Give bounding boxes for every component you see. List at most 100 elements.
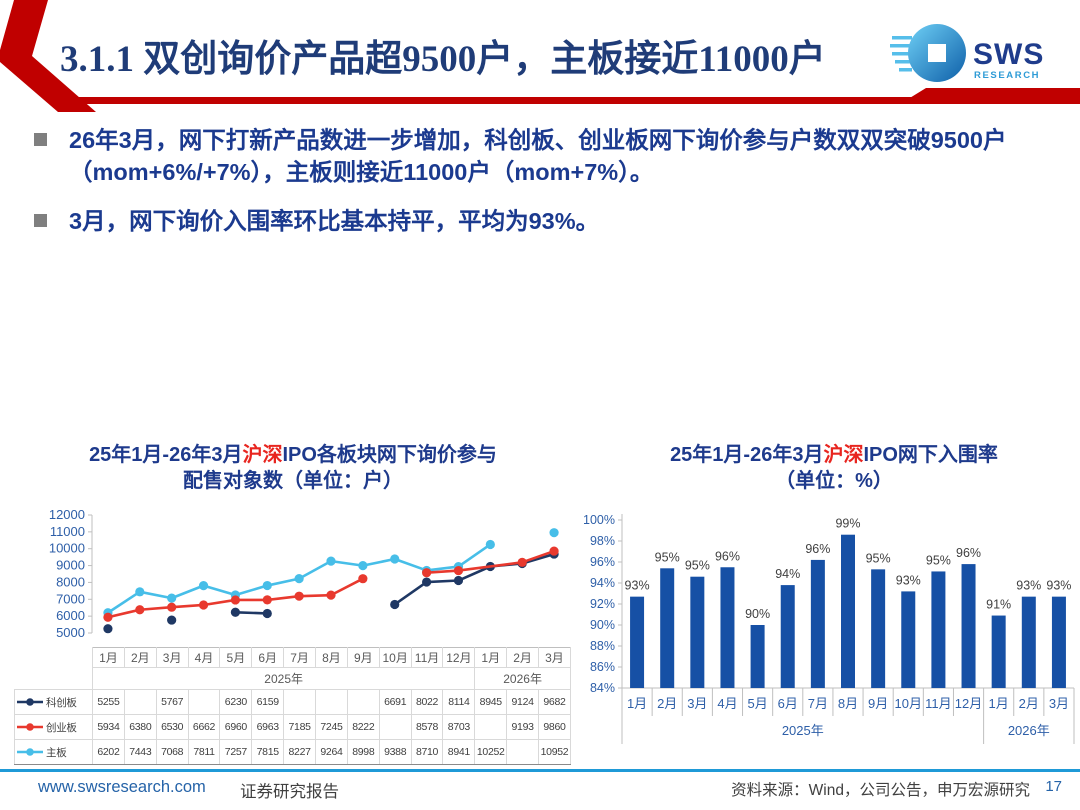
footer-divider — [0, 769, 1080, 772]
month-header-cell: 11月 — [410, 647, 444, 668]
data-point — [326, 590, 336, 600]
bar-value-label: 93% — [1016, 579, 1041, 593]
value-cell — [506, 739, 540, 765]
value-cell: 6202 — [92, 739, 125, 765]
month-header-cell: 2月 — [123, 647, 157, 668]
data-point — [549, 546, 559, 556]
bar-value-label: 93% — [625, 579, 650, 593]
legend-label: 科创板 — [46, 696, 77, 709]
month-header-cell: 1月 — [474, 647, 508, 668]
data-point — [485, 539, 495, 550]
value-cell: 7257 — [219, 739, 253, 765]
value-cell: 10252 — [474, 739, 508, 765]
right-title-prefix: 25年1月-26年3月 — [670, 444, 824, 466]
data-point — [517, 557, 527, 567]
y-axis-tick-label: 6000 — [56, 608, 85, 623]
legend-marker-icon — [17, 698, 43, 706]
value-cell — [283, 689, 317, 715]
footer-website: www.swsresearch.com — [38, 778, 206, 796]
value-cell: 6662 — [187, 714, 221, 740]
value-cell — [378, 714, 412, 740]
left-title-line2: 配售对象数（单位：户） — [183, 470, 403, 492]
bullet-text-2: 3月，网下询价入围率环比基本持平，平均为93%。 — [69, 208, 600, 234]
data-point — [326, 556, 336, 566]
value-cell — [346, 689, 380, 715]
bar-value-label: 90% — [745, 607, 770, 621]
data-point — [358, 574, 368, 584]
value-cell: 9124 — [506, 689, 540, 715]
y-axis-tick-label: 84% — [590, 681, 615, 695]
month-header-cell: 9月 — [346, 647, 380, 668]
table-cell — [14, 647, 93, 668]
data-point — [262, 580, 272, 591]
value-cell — [123, 689, 157, 715]
year-label: 2025年 — [782, 723, 824, 738]
footer-page-number: 17 — [1045, 778, 1062, 795]
month-label: 4月 — [717, 696, 737, 711]
month-label: 9月 — [868, 696, 888, 711]
red-right-band — [900, 88, 1080, 104]
month-header-cell: 3月 — [155, 647, 189, 668]
value-cell: 7443 — [123, 739, 157, 765]
month-header-cell: 4月 — [187, 647, 221, 668]
bar-value-label: 95% — [866, 551, 891, 565]
bullet-square-icon — [34, 214, 47, 227]
bar — [901, 591, 916, 688]
bar — [1051, 596, 1066, 688]
value-cell: 9264 — [315, 739, 348, 765]
month-header-cell: 7月 — [283, 647, 317, 668]
data-point — [294, 574, 304, 584]
data-point — [390, 599, 400, 610]
red-underline — [50, 97, 1080, 104]
value-cell: 8945 — [474, 689, 508, 715]
value-cell — [187, 689, 221, 715]
data-point — [167, 602, 177, 612]
y-axis-tick-label: 12000 — [49, 507, 85, 522]
header-red-decoration — [0, 0, 1080, 112]
right-chart-title: 25年1月-26年3月沪深IPO网下入围率 （单位：%） — [614, 442, 1054, 494]
line-series-1 — [103, 546, 559, 622]
bar — [750, 625, 765, 688]
logo-square — [928, 44, 946, 62]
value-cell: 7068 — [155, 739, 189, 765]
logo-text-research: RESEARCH — [974, 70, 1040, 81]
data-point — [262, 595, 272, 605]
value-cell: 5255 — [92, 689, 125, 715]
month-label: 1月 — [627, 696, 647, 711]
bar — [991, 615, 1006, 688]
legend-label: 创业板 — [46, 721, 77, 734]
legend-label: 主板 — [46, 746, 67, 759]
data-point — [167, 615, 177, 625]
value-cell: 8227 — [283, 739, 317, 765]
bullet-item-2: 3月，网下询价入围率环比基本持平，平均为93%。 — [34, 205, 1048, 237]
data-point — [230, 607, 240, 617]
value-cell: 6380 — [123, 714, 157, 740]
line-chart-data-table: 1月 2月 3月 4月 5月 6月 7月 8月 9月 10月 11月 12月 1月 2月 3月 2025年 20… — [14, 647, 571, 765]
data-point — [390, 554, 400, 564]
value-cell: 6230 — [219, 689, 253, 715]
bar — [871, 569, 886, 688]
line-chart-figure: 5000 6000 7000 8000 9000 10000 11000 12000 1月 2月… — [14, 503, 574, 765]
value-cell: 8703 — [442, 714, 476, 740]
bar-value-label: 94% — [775, 567, 800, 581]
month-header-cell: 10月 — [378, 647, 412, 668]
bullet-text-1: 26年3月，网下打新产品数进一步增加，科创板、创业板网下询价参与户数双双突破95… — [69, 127, 1007, 186]
value-cell: 7245 — [315, 714, 348, 740]
value-cell: 6159 — [251, 689, 285, 715]
data-point — [453, 565, 464, 576]
month-label: 7月 — [808, 696, 828, 711]
month-header-cell: 5月 — [219, 647, 253, 668]
y-axis-tick-label: 7000 — [56, 591, 85, 606]
y-axis-tick-label: 9000 — [56, 558, 85, 573]
bar-value-label: 96% — [715, 549, 740, 563]
value-cell: 8578 — [410, 714, 444, 740]
value-cell: 8022 — [410, 689, 444, 715]
bullet-item-1: 26年3月，网下打新产品数进一步增加，科创板、创业板网下询价参与户数双双突破95… — [34, 124, 1048, 189]
bar-value-label: 99% — [835, 517, 860, 531]
bar-chart-figure: 84% 86% 88% 90% 92% 94% 96% 98% 100% 93% 95% 95% 96%… — [583, 500, 1080, 756]
bar-value-label: 95% — [926, 553, 951, 567]
value-cell: 9682 — [538, 689, 571, 715]
left-title-highlight: 沪深 — [242, 444, 283, 466]
y-axis-tick-label: 11000 — [50, 524, 85, 539]
